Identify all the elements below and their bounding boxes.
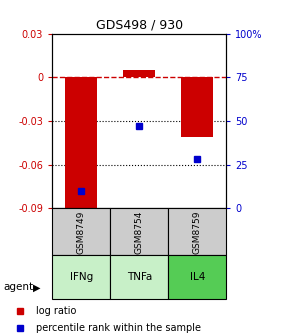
FancyBboxPatch shape [110,208,168,255]
Text: agent: agent [3,282,33,292]
Text: IL4: IL4 [189,272,205,282]
Text: GSM8754: GSM8754 [135,210,144,254]
FancyBboxPatch shape [110,255,168,299]
Bar [65,77,97,210]
FancyBboxPatch shape [168,208,226,255]
Text: GSM8749: GSM8749 [77,210,86,254]
Text: log ratio: log ratio [36,306,77,316]
FancyBboxPatch shape [52,255,110,299]
Text: ▶: ▶ [33,283,41,293]
FancyBboxPatch shape [52,208,110,255]
Title: GDS498 / 930: GDS498 / 930 [96,18,183,31]
Text: percentile rank within the sample: percentile rank within the sample [36,323,201,333]
Bar [123,70,155,77]
FancyBboxPatch shape [168,255,226,299]
Text: GSM8759: GSM8759 [193,210,202,254]
Text: IFNg: IFNg [70,272,93,282]
Bar [181,77,213,137]
Text: TNFa: TNFa [126,272,152,282]
